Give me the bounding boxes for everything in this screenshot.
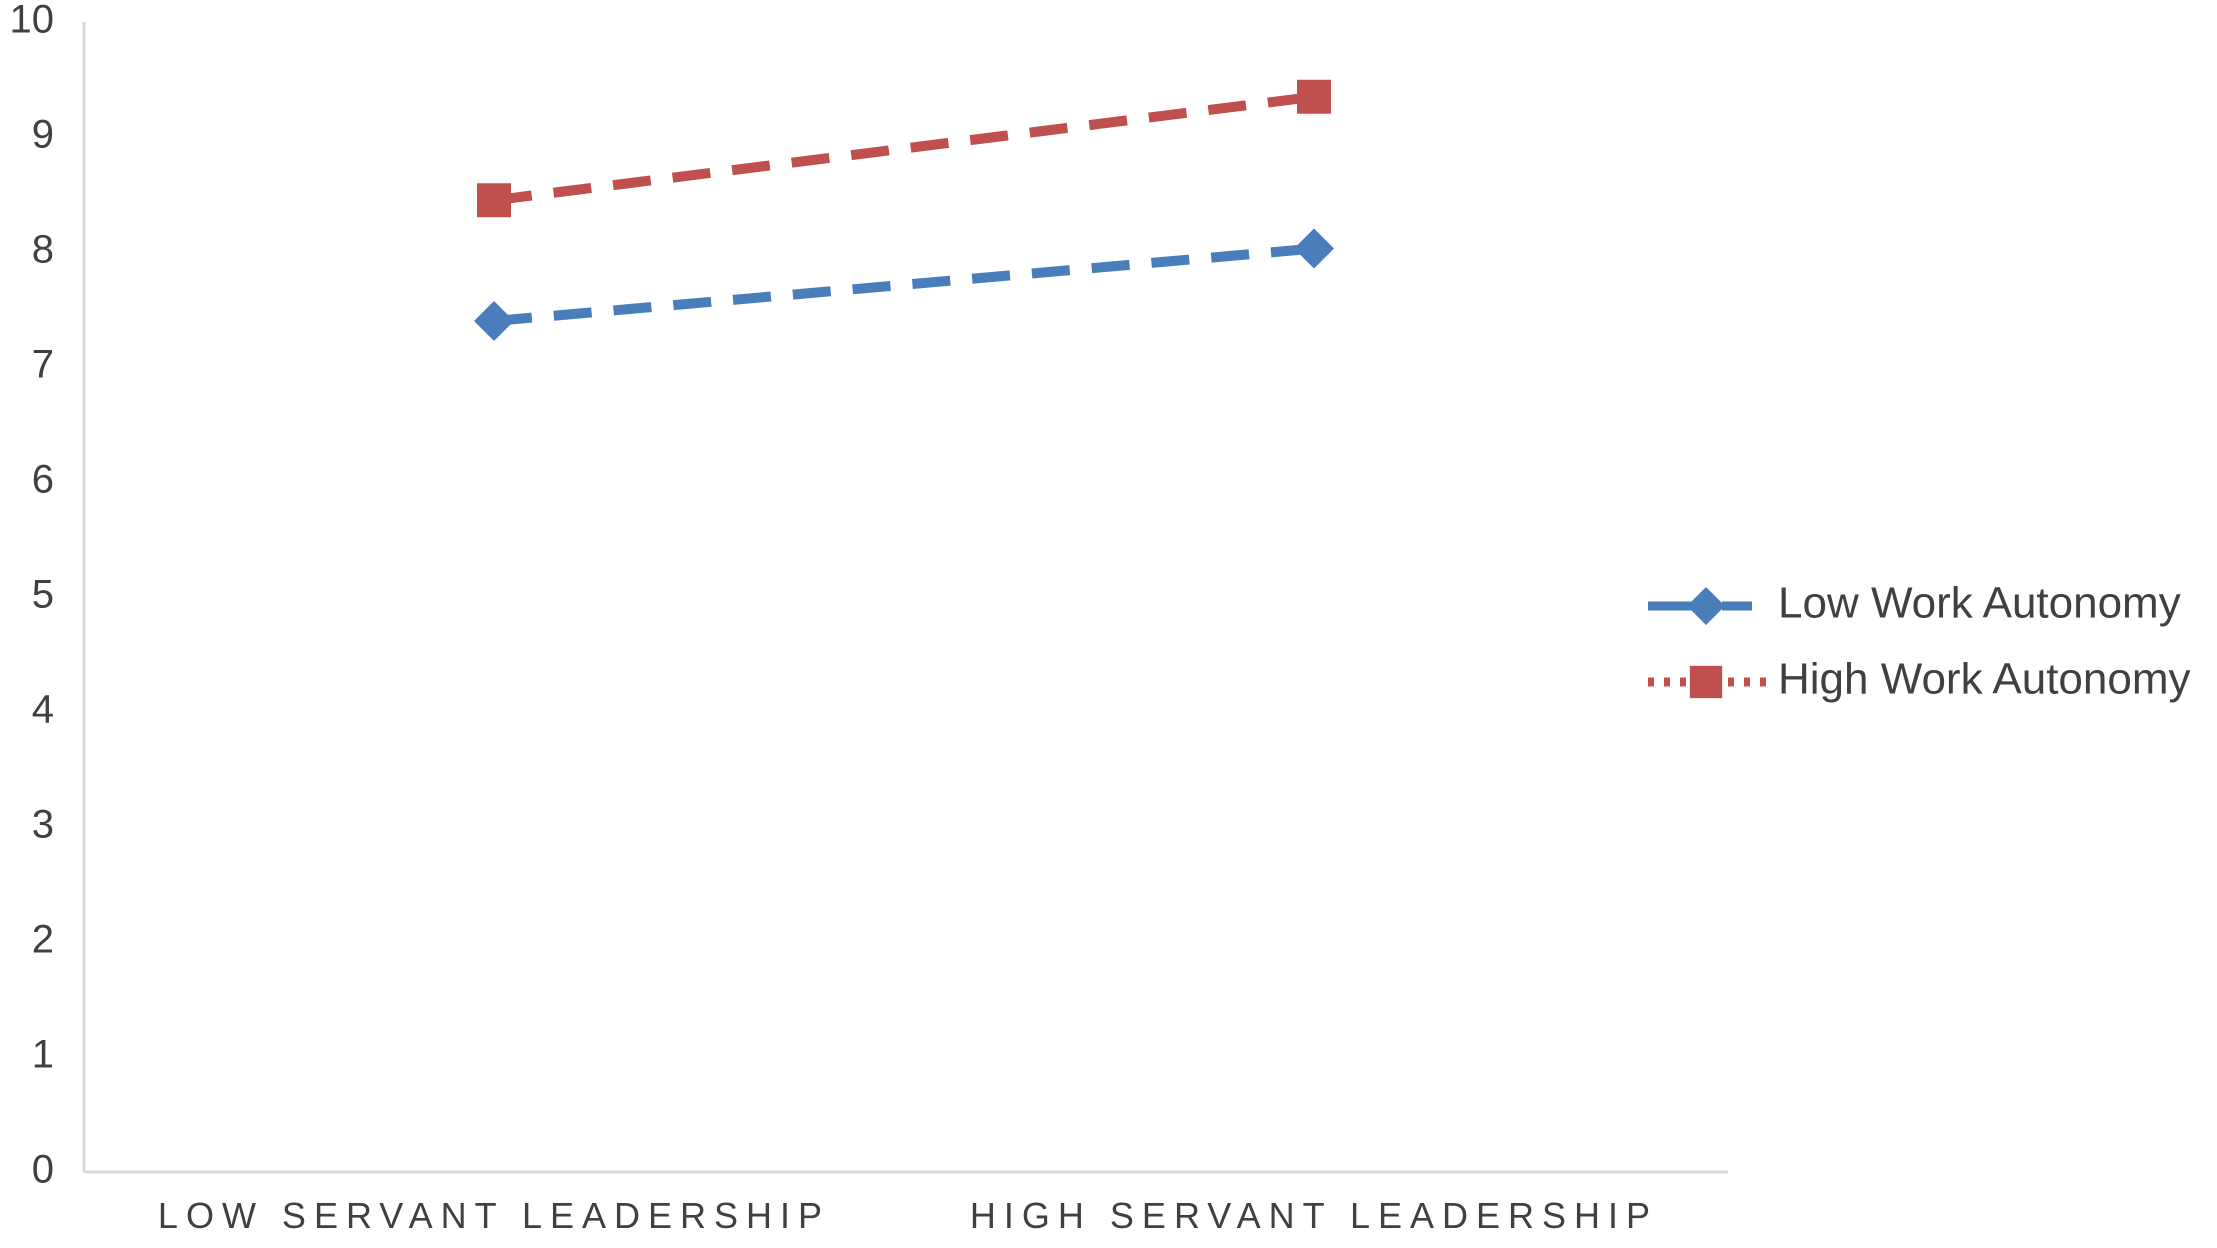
legend-item: High Work Autonomy [1648,655,2190,704]
series-line [493,91,1315,206]
y-axis-ticks: 0 1 2 3 4 5 6 7 8 9 10 [10,0,55,1192]
series-line [493,243,1315,326]
series-group [477,79,1331,218]
legend-label: High Work Autonomy [1778,655,2190,704]
legend: Low Work Autonomy High Work Autonomy [1648,579,2190,704]
x-category-label: HIGH SERVANT LEADERSHIP [970,1195,1658,1236]
y-tick-label: 10 [10,0,55,42]
x-category-label: LOW SERVANT LEADERSHIP [158,1195,830,1236]
legend-label: Low Work Autonomy [1778,579,2181,628]
series-group [474,228,1334,341]
y-tick-label: 3 [32,803,54,847]
y-tick-label: 1 [32,1033,54,1077]
y-tick-label: 7 [32,343,54,387]
legend-item: Low Work Autonomy [1648,579,2181,628]
data-point-marker [1294,228,1334,269]
y-tick-label: 5 [32,573,54,617]
y-tick-label: 2 [32,918,54,962]
y-tick-label: 0 [32,1148,54,1192]
y-tick-label: 4 [32,688,54,732]
legend-swatch-marker [1689,665,1723,699]
data-point-marker [477,183,511,218]
y-tick-label: 9 [32,113,54,157]
y-tick-label: 6 [32,458,54,502]
data-point-marker [1297,79,1331,114]
data-point-marker [474,301,514,341]
legend-swatch-marker [1687,587,1725,625]
x-axis-categories: LOW SERVANT LEADERSHIP HIGH SERVANT LEADE… [158,1195,1658,1236]
y-tick-label: 8 [32,228,54,272]
series-layer [474,79,1334,341]
